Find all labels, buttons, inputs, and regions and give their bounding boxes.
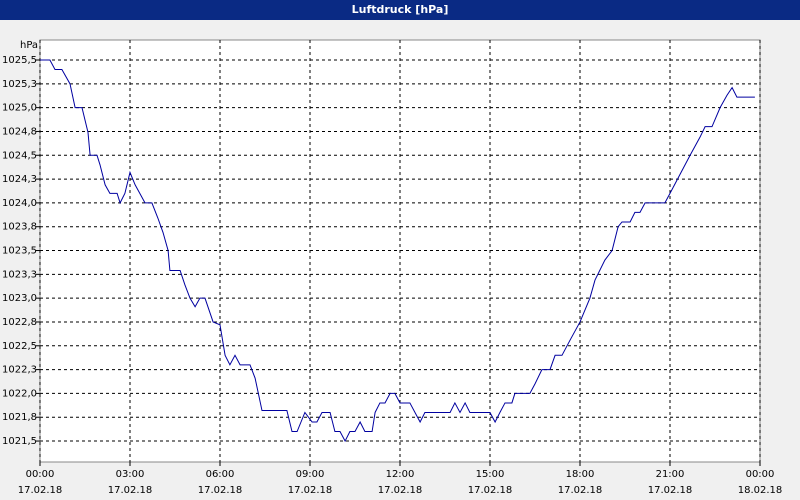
y-tick-label: 1023,8 (2, 222, 37, 233)
x-tick-date: 18.02.18 (738, 485, 783, 496)
data-line (40, 59, 755, 443)
y-tick-label: 1022,3 (2, 365, 37, 376)
y-tick-label: 1024,3 (2, 174, 37, 185)
x-tick-label: 00:00 (746, 469, 775, 480)
x-tick-label: 15:00 (476, 469, 505, 480)
y-tick-label: 1022,0 (2, 388, 37, 399)
chart-title: Luftdruck [hPa] (352, 3, 449, 16)
y-tick-label: 1021,5 (2, 436, 37, 447)
x-tick-label: 00:00 (26, 469, 55, 480)
y-tick-label: 1023,3 (2, 269, 37, 280)
y-tick-label: 1022,5 (2, 341, 37, 352)
x-tick-label: 21:00 (656, 469, 685, 480)
x-tick-date: 17.02.18 (108, 485, 153, 496)
y-tick-label: 1024,8 (2, 126, 37, 137)
y-tick-label: 1024,5 (2, 150, 37, 161)
x-tick-label: 18:00 (566, 469, 595, 480)
x-tick-date: 17.02.18 (18, 485, 63, 496)
y-axis-label: hPa (20, 40, 38, 51)
title-bar (0, 0, 800, 20)
y-tick-label: 1023,0 (2, 293, 37, 304)
y-tick-label: 1023,5 (2, 246, 37, 257)
x-tick-label: 09:00 (296, 469, 325, 480)
x-tick-label: 12:00 (386, 469, 415, 480)
y-tick-label: 1022,8 (2, 317, 37, 328)
y-tick-label: 1025,3 (2, 79, 37, 90)
y-tick-label: 1021,8 (2, 412, 37, 423)
x-tick-label: 03:00 (116, 469, 145, 480)
y-tick-label: 1025,0 (2, 103, 37, 114)
y-tick-label: 1024,0 (2, 198, 37, 209)
x-tick-date: 17.02.18 (468, 485, 513, 496)
x-tick-date: 17.02.18 (198, 485, 243, 496)
x-tick-label: 06:00 (206, 469, 235, 480)
x-tick-date: 17.02.18 (558, 485, 603, 496)
x-tick-date: 17.02.18 (378, 485, 423, 496)
x-tick-date: 17.02.18 (288, 485, 333, 496)
y-tick-label: 1025,5 (2, 55, 37, 66)
x-tick-date: 17.02.18 (648, 485, 693, 496)
